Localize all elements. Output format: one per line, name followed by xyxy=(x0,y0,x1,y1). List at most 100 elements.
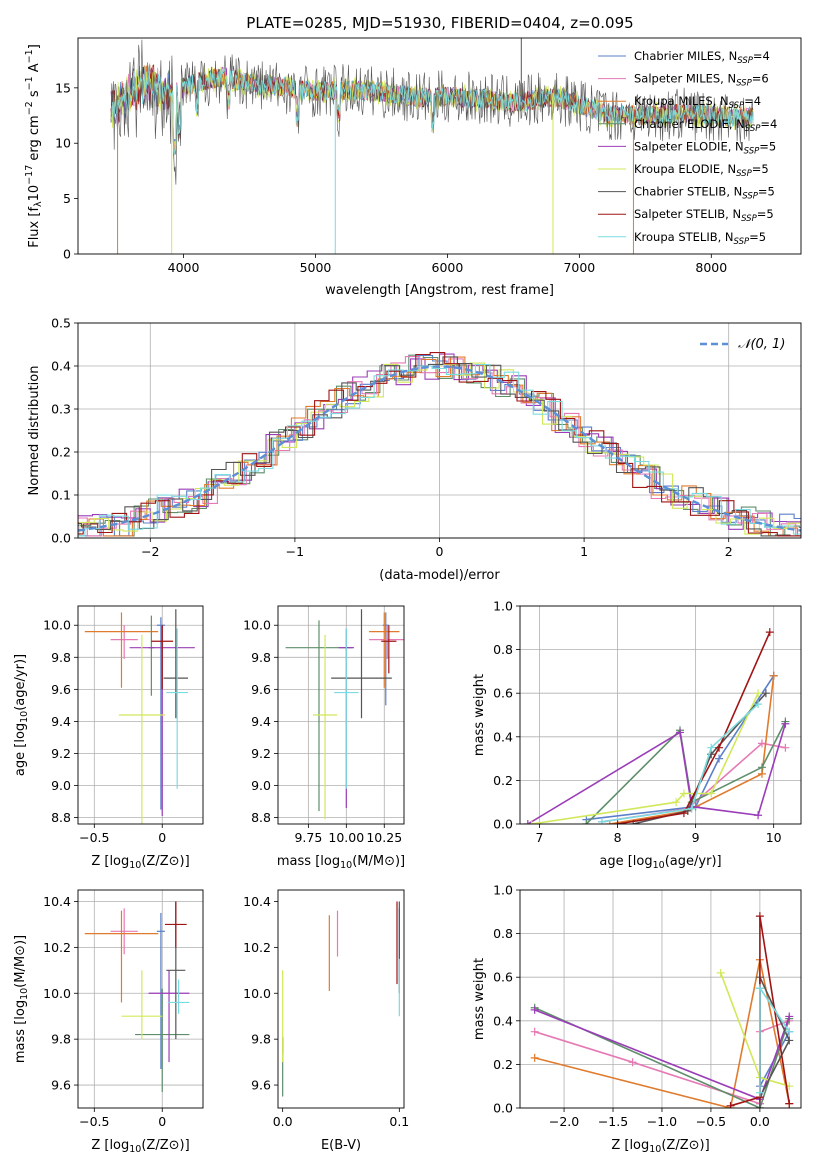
ebv-mass-ytick-label: 9.6 xyxy=(251,1078,271,1093)
legend-label-sub: SSP xyxy=(741,214,757,224)
hist-series-7 xyxy=(78,352,801,537)
legend-label: Kroupa ELODIE, NSSP=5 xyxy=(634,162,769,179)
legend-label-sub: SSP xyxy=(734,237,750,247)
residual-hist-xtick-label: −2 xyxy=(141,544,159,559)
mass-weight-z-marker xyxy=(755,984,764,993)
ebv-mass-xtick-label: 0.0 xyxy=(273,1114,293,1129)
mass-weight-age-marker xyxy=(781,743,790,752)
spectrum-ylabel: Flux [fλ10−17 erg cm−2 s−1 A−1] xyxy=(24,44,44,248)
legend-label-base: Salpeter STELIB, N xyxy=(634,207,741,221)
z-mass-ytick-label: 10.4 xyxy=(43,894,71,909)
gaussian-curve xyxy=(78,365,801,532)
residual-hist-panel: −2 −1 0 1 2 0.0 0.1 0.2 0.3 0.4 0.5 𝒩(0, 1) (data-mo… xyxy=(27,316,802,583)
mass-weight-age-panel: 7 8 9 10 0.0 0.2 0.4 0.6 0.8 1.0 mass weight age [l… xyxy=(472,599,802,871)
mass-weight-age-ytick-label: 0.2 xyxy=(493,773,513,788)
z-mass-xtick-label: −0.5 xyxy=(79,1114,109,1129)
mass-age-panel: 9.75 10.00 10.25 8.8 9.0 9.2 9.4 9.6 9.8 10.0 mass… xyxy=(243,605,405,871)
legend-label-base: Kroupa MILES, N xyxy=(634,94,729,108)
z-age-frame xyxy=(77,605,204,825)
ebv-mass-ytick-label: 10.4 xyxy=(243,894,271,909)
mass-weight-age-ytick-label: 0.4 xyxy=(493,729,513,744)
residual-hist-ytick-label: 0.1 xyxy=(51,488,71,503)
spectrum-ytick-label: 15 xyxy=(55,80,71,95)
residual-hist-ytick-label: 0.0 xyxy=(51,531,71,546)
ebv-xlabel: E(B-V) xyxy=(321,1138,361,1153)
mass-weight-age-marker xyxy=(754,689,763,698)
ebv-mass-ytick-label: 10.0 xyxy=(243,986,271,1001)
spectrum-xtick-label: 7000 xyxy=(563,260,595,275)
spectrum-line-8 xyxy=(110,66,754,155)
ylabel-flux: Flux [f xyxy=(27,207,42,248)
spectrum-xlabel: wavelength [Angstrom, rest frame] xyxy=(325,283,554,298)
mass-weight-z-marker xyxy=(755,1088,764,1097)
mass-weight-z-xtick-label: −0.5 xyxy=(696,1114,726,1129)
z-mass-xlabel-inner: (Z/Z⊙)] xyxy=(141,1138,189,1153)
z-age-plot-area xyxy=(84,609,195,824)
legend-label-sub: SSP xyxy=(744,146,760,156)
z-mass-ylabel-inner: (M/M⊙)] xyxy=(13,935,28,988)
mass-weight-z-xtick-label: −1.0 xyxy=(647,1114,677,1129)
mass-weight-z-panel: −2.0 −1.5 −1.0 −0.5 0.0 0.0 0.2 0.4 0.6 0.8 1.0 mas… xyxy=(472,883,802,1155)
legend-label-n: =6 xyxy=(752,72,769,86)
figure-title: PLATE=0285, MJD=51930, FIBERID=0404, z=0… xyxy=(246,14,633,32)
legend-label-sub: SSP xyxy=(745,124,761,134)
ebv-mass-ytick-label: 9.8 xyxy=(251,1032,271,1047)
z-mass-ytick-label: 9.6 xyxy=(51,1078,71,1093)
mwz-xlabel: Z [log10(Z/Z⊙)] xyxy=(611,1138,709,1155)
residual-hist-plot-area xyxy=(78,352,801,537)
mass-weight-age-ytick-label: 0.8 xyxy=(493,642,513,657)
mass-weight-age-ytick-label: 1.0 xyxy=(493,599,513,614)
ylabel-erg: erg cm xyxy=(27,115,42,164)
mass-weight-z-marker xyxy=(716,968,725,977)
mass-weight-age-line-4 xyxy=(527,723,787,824)
legend-label-n: =4 xyxy=(744,94,761,108)
mass-weight-z-line-5 xyxy=(719,972,790,1087)
ylabel-a: A xyxy=(27,63,42,76)
mass-weight-age-xtick-label: 9 xyxy=(692,830,700,845)
z-mass-xlabel: Z [log10(Z/Z⊙)] xyxy=(91,1138,189,1155)
mass-weight-age-marker xyxy=(676,728,685,737)
mwa-xlabel-inner: (age/yr)] xyxy=(665,854,722,869)
legend-label-n: =5 xyxy=(759,139,776,153)
mwz-xlabel-sub: 10 xyxy=(649,1144,661,1155)
mass-weight-age-marker xyxy=(582,820,591,824)
mass-age-ytick-label: 10.0 xyxy=(243,618,271,633)
ylabel-s: s xyxy=(27,90,42,101)
legend-label-base: Chabrier ELODIE, N xyxy=(634,117,745,131)
mass-weight-age-marker xyxy=(527,820,536,824)
mass-weight-age-ytick-label: 0.6 xyxy=(493,686,513,701)
mass-weight-age-marker xyxy=(781,719,790,728)
ebv-mass-xtick-label: 0.1 xyxy=(389,1114,409,1129)
hist-series-6 xyxy=(78,356,801,537)
mass-age-ytick-label: 9.8 xyxy=(251,650,271,665)
ylabel-s-exp: −1 xyxy=(24,76,35,90)
mass-age-frame xyxy=(277,605,405,825)
mwz-xlabel-inner: (Z/Z⊙)] xyxy=(661,1138,709,1153)
legend-label: Chabrier MILES, NSSP=4 xyxy=(634,49,770,66)
residual-hist-ytick-label: 0.5 xyxy=(51,316,71,331)
z-age-xlabel-pre: Z [log xyxy=(91,854,129,869)
legend-label-base: Chabrier STELIB, N xyxy=(634,185,742,199)
legend-label: Salpeter MILES, NSSP=6 xyxy=(634,72,769,89)
mass-weight-z-ytick-label: 0.0 xyxy=(493,1101,513,1116)
spectrum-ytick-label: 10 xyxy=(55,136,71,151)
legend-label-n: =4 xyxy=(753,49,770,63)
residual-hist-ytick-label: 0.4 xyxy=(51,359,71,374)
mass-age-ytick-label: 9.2 xyxy=(251,746,271,761)
mass-weight-age-marker xyxy=(765,628,774,637)
residual-hist-xtick-label: 0 xyxy=(436,544,444,559)
mwa-xlabel-sub: 10 xyxy=(653,860,665,871)
z-mass-ytick-label: 10.0 xyxy=(43,986,71,1001)
mass-age-ytick-label: 9.4 xyxy=(251,714,271,729)
mass-weight-age-marker xyxy=(757,739,766,748)
mass-weight-age-ytick-label: 0.0 xyxy=(493,817,513,832)
legend-label-sub: SSP xyxy=(742,192,758,202)
z-age-xlabel: Z [log10(Z/Z⊙)] xyxy=(91,854,189,871)
hist-series-1 xyxy=(78,356,801,537)
z-age-xtick-label: 0 xyxy=(158,830,166,845)
z-mass-plot-area xyxy=(84,901,190,1092)
mass-weight-age-line-2 xyxy=(609,675,775,824)
legend-label-base: Kroupa STELIB, N xyxy=(634,230,734,244)
legend-label-n: =5 xyxy=(757,207,774,221)
mass-weight-z-marker xyxy=(785,1099,794,1108)
